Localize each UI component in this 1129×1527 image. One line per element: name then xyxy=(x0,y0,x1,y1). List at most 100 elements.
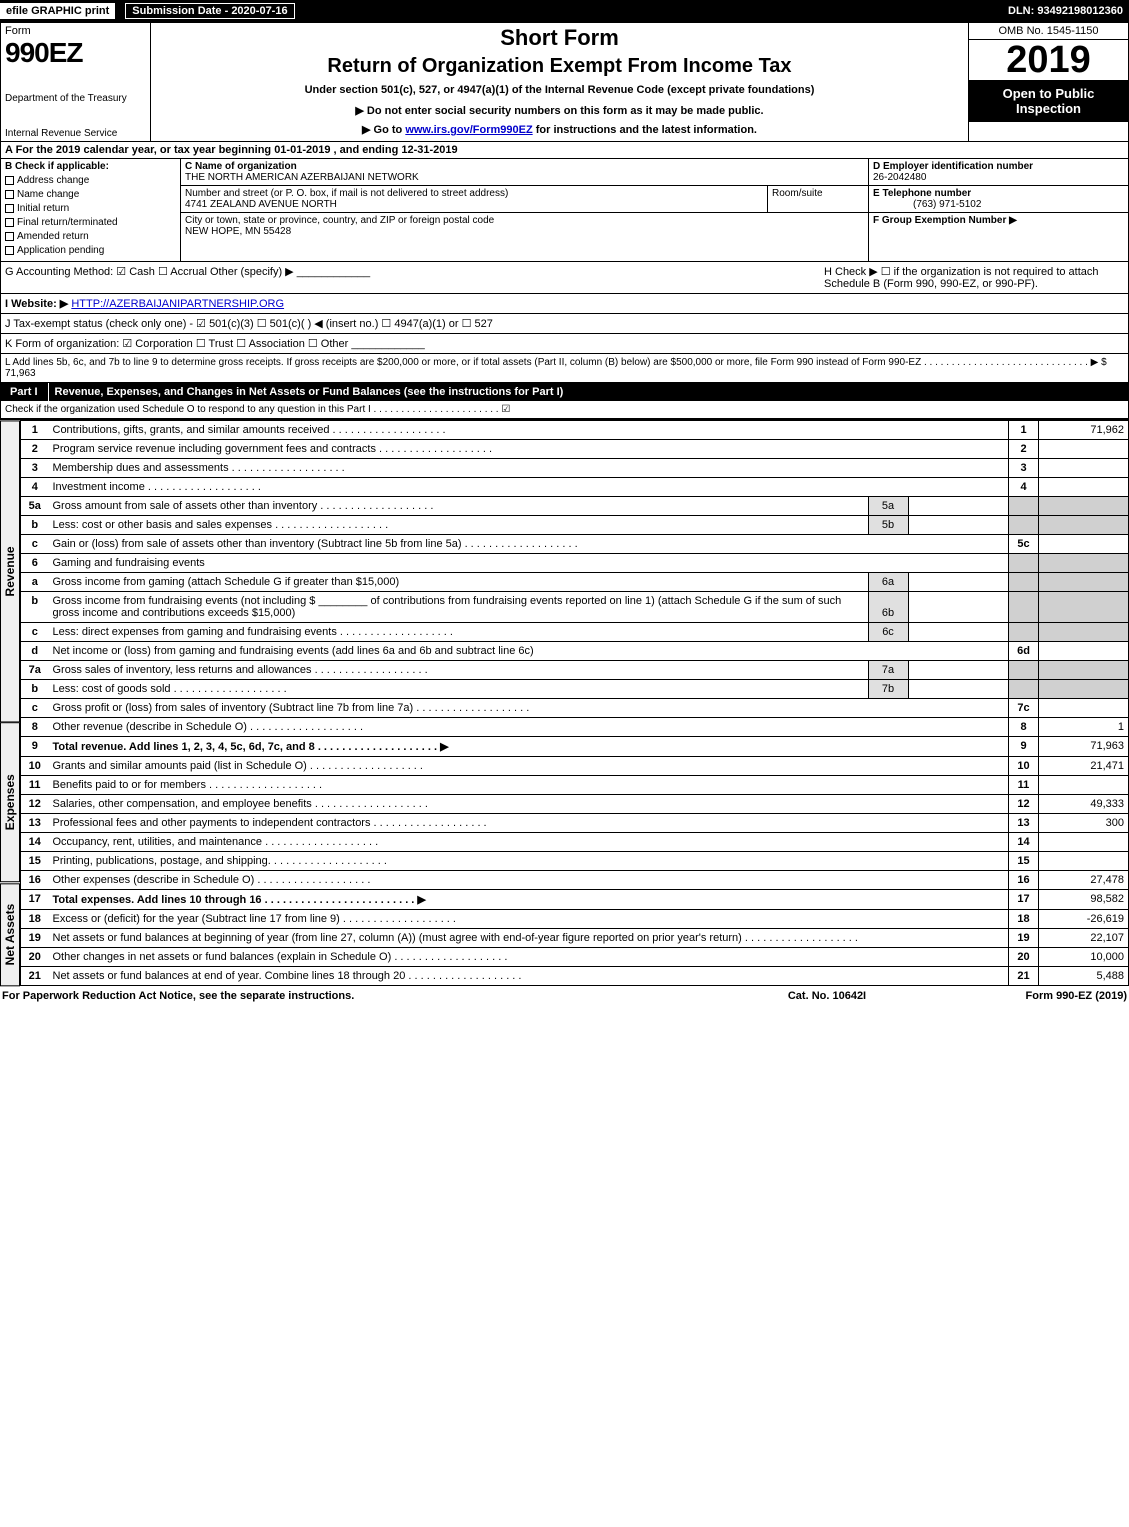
part-1-check: Check if the organization used Schedule … xyxy=(0,401,1129,419)
line-2: 2Program service revenue including gover… xyxy=(21,440,1129,459)
vtab-net-assets: Net Assets xyxy=(0,883,20,986)
addr-label: Number and street (or P. O. box, if mail… xyxy=(185,188,508,199)
irs-label: Internal Revenue Service xyxy=(5,128,146,139)
line-13: 13Professional fees and other payments t… xyxy=(21,814,1129,833)
ein-label: D Employer identification number xyxy=(873,161,1033,172)
line-10: 10Grants and similar amounts paid (list … xyxy=(21,757,1129,776)
tel-label: E Telephone number xyxy=(873,188,971,199)
cb-initial-return[interactable] xyxy=(5,204,14,213)
line-11: 11Benefits paid to or for members11 xyxy=(21,776,1129,795)
footer-mid: Cat. No. 10642I xyxy=(727,990,927,1002)
tel-value: (763) 971-5102 xyxy=(873,199,981,210)
cb-address-change[interactable] xyxy=(5,176,14,185)
org-name: THE NORTH AMERICAN AZERBAIJANI NETWORK xyxy=(185,172,419,183)
line-14: 14Occupancy, rent, utilities, and mainte… xyxy=(21,833,1129,852)
line-6: 6Gaming and fundraising events xyxy=(21,554,1129,573)
box-c: C Name of organization THE NORTH AMERICA… xyxy=(181,159,868,261)
city-label: City or town, state or province, country… xyxy=(185,215,494,226)
ssn-warning: ▶ Do not enter social security numbers o… xyxy=(157,104,962,117)
line-4: 4Investment income4 xyxy=(21,478,1129,497)
form-number: 990EZ xyxy=(5,37,146,69)
line-19: 19Net assets or fund balances at beginni… xyxy=(21,929,1129,948)
website-link[interactable]: HTTP://AZERBAIJANIPARTNERSHIP.ORG xyxy=(71,298,284,310)
row-k-org-form: K Form of organization: ☑ Corporation ☐ … xyxy=(0,334,1129,354)
c-name-label: C Name of organization xyxy=(185,161,297,172)
row-g-h: G Accounting Method: ☑ Cash ☐ Accrual Ot… xyxy=(0,262,1129,294)
header-left: Form 990EZ Department of the Treasury In… xyxy=(1,23,151,141)
lbl-address-change: Address change xyxy=(17,175,89,186)
cb-name-change[interactable] xyxy=(5,190,14,199)
ein-value: 26-2042480 xyxy=(873,172,926,183)
part-1-table-wrap: Revenue Expenses Net Assets 1Contributio… xyxy=(0,419,1129,986)
h-check: H Check ▶ ☐ if the organization is not r… xyxy=(824,265,1124,290)
tax-year: 2019 xyxy=(969,40,1128,80)
efile-print-label[interactable]: efile GRAPHIC print xyxy=(0,3,115,19)
cb-amended-return[interactable] xyxy=(5,232,14,241)
lbl-initial-return: Initial return xyxy=(17,203,69,214)
line-6a: aGross income from gaming (attach Schedu… xyxy=(21,573,1129,592)
org-city: NEW HOPE, MN 55428 xyxy=(185,226,291,237)
box-b: B Check if applicable: Address change Na… xyxy=(1,159,181,261)
line-8: 8Other revenue (describe in Schedule O)8… xyxy=(21,718,1129,737)
vtab-revenue: Revenue xyxy=(0,420,20,722)
lbl-amended-return: Amended return xyxy=(17,231,89,242)
line-18: 18Excess or (deficit) for the year (Subt… xyxy=(21,910,1129,929)
cb-application-pending[interactable] xyxy=(5,246,14,255)
section-bcd: B Check if applicable: Address change Na… xyxy=(0,159,1129,262)
cb-final-return[interactable] xyxy=(5,218,14,227)
line-5b: bLess: cost or other basis and sales exp… xyxy=(21,516,1129,535)
part-1-num: Part I xyxy=(0,383,49,401)
line-16: 16Other expenses (describe in Schedule O… xyxy=(21,871,1129,890)
goto-prefix: ▶ Go to xyxy=(362,124,405,136)
box-b-title: B Check if applicable: xyxy=(5,161,109,172)
line-7c: cGross profit or (loss) from sales of in… xyxy=(21,699,1129,718)
goto-link-row: ▶ Go to www.irs.gov/Form990EZ for instru… xyxy=(157,123,962,136)
line-9: 9Total revenue. Add lines 1, 2, 3, 4, 5c… xyxy=(21,737,1129,757)
header-mid: Short Form Return of Organization Exempt… xyxy=(151,23,968,141)
lbl-final-return: Final return/terminated xyxy=(17,217,118,228)
line-17: 17Total expenses. Add lines 10 through 1… xyxy=(21,890,1129,910)
return-title: Return of Organization Exempt From Incom… xyxy=(157,55,962,78)
open-inspection: Open to Public Inspection xyxy=(969,80,1128,122)
page-footer: For Paperwork Reduction Act Notice, see … xyxy=(0,986,1129,1006)
goto-suffix: for instructions and the latest informat… xyxy=(533,124,757,136)
lbl-application-pending: Application pending xyxy=(17,245,104,256)
grp-label: F Group Exemption Number ▶ xyxy=(873,215,1017,226)
row-l-gross-receipts: L Add lines 5b, 6c, and 7b to line 9 to … xyxy=(0,354,1129,383)
org-address: 4741 ZEALAND AVENUE NORTH xyxy=(185,199,337,210)
row-i-website: I Website: ▶ HTTP://AZERBAIJANIPARTNERSH… xyxy=(0,294,1129,314)
row-j-tax-exempt: J Tax-exempt status (check only one) - ☑… xyxy=(0,314,1129,334)
line-1: 1Contributions, gifts, grants, and simil… xyxy=(21,421,1129,440)
footer-right: Form 990-EZ (2019) xyxy=(927,990,1127,1002)
line-21: 21Net assets or fund balances at end of … xyxy=(21,967,1129,986)
line-3: 3Membership dues and assessments3 xyxy=(21,459,1129,478)
part-1-title: Revenue, Expenses, and Changes in Net As… xyxy=(49,383,1129,401)
line-6d: dNet income or (loss) from gaming and fu… xyxy=(21,642,1129,661)
short-form-title: Short Form xyxy=(157,25,962,51)
box-d: D Employer identification number 26-2042… xyxy=(868,159,1128,261)
line-12: 12Salaries, other compensation, and empl… xyxy=(21,795,1129,814)
line-15: 15Printing, publications, postage, and s… xyxy=(21,852,1129,871)
form-label: Form xyxy=(5,25,146,37)
line-7b: bLess: cost of goods sold7b xyxy=(21,680,1129,699)
website-prefix: I Website: ▶ xyxy=(5,298,68,310)
vtab-expenses: Expenses xyxy=(0,722,20,882)
line-5a: 5aGross amount from sale of assets other… xyxy=(21,497,1129,516)
row-a-tax-year: A For the 2019 calendar year, or tax yea… xyxy=(0,142,1129,159)
omb-number: OMB No. 1545-1150 xyxy=(969,23,1128,40)
footer-left: For Paperwork Reduction Act Notice, see … xyxy=(2,990,727,1002)
header-right: OMB No. 1545-1150 2019 Open to Public In… xyxy=(968,23,1128,141)
dln: DLN: 93492198012360 xyxy=(1008,5,1129,17)
line-6c: cLess: direct expenses from gaming and f… xyxy=(21,623,1129,642)
top-bar: efile GRAPHIC print Submission Date - 20… xyxy=(0,0,1129,22)
submission-date: Submission Date - 2020-07-16 xyxy=(125,3,294,19)
goto-link[interactable]: www.irs.gov/Form990EZ xyxy=(405,124,532,136)
dept-treasury: Department of the Treasury xyxy=(5,93,146,104)
line-7a: 7aGross sales of inventory, less returns… xyxy=(21,661,1129,680)
line-5c: cGain or (loss) from sale of assets othe… xyxy=(21,535,1129,554)
accounting-method: G Accounting Method: ☑ Cash ☐ Accrual Ot… xyxy=(5,265,824,290)
part-1-header: Part I Revenue, Expenses, and Changes in… xyxy=(0,383,1129,401)
part-1-table: 1Contributions, gifts, grants, and simil… xyxy=(20,420,1129,986)
lbl-name-change: Name change xyxy=(17,189,79,200)
under-section: Under section 501(c), 527, or 4947(a)(1)… xyxy=(157,84,962,96)
